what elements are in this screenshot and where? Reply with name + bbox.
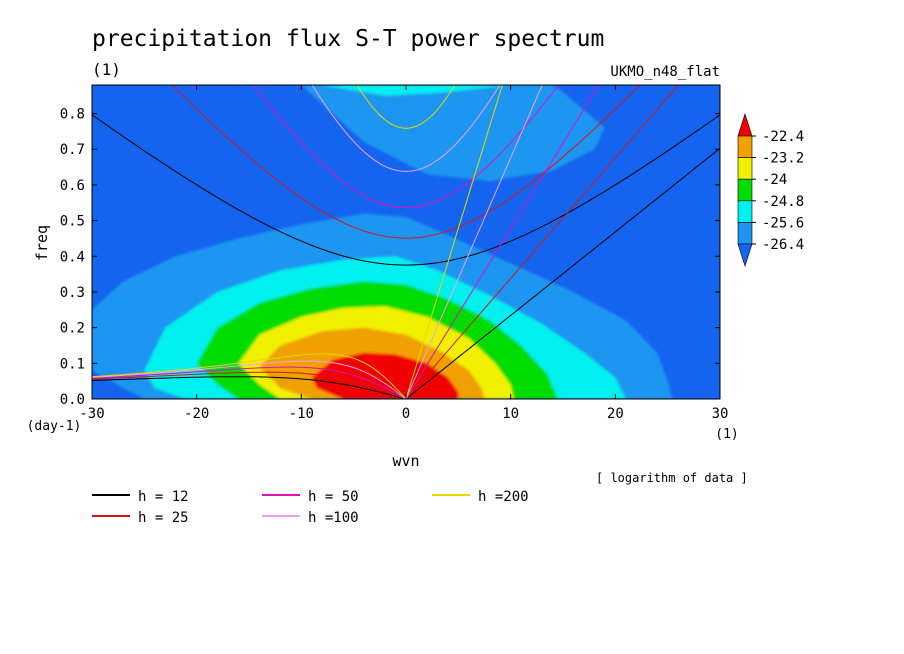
colorbar-swatch (737, 178, 753, 202)
rossby-curve-h25 (92, 371, 407, 399)
kelvin-curve-h100 (405, 85, 543, 399)
x-tick-label: -30 (79, 406, 104, 422)
colorbar-swatch (737, 222, 753, 245)
band-level-6 (311, 352, 459, 399)
x-axis-label: wvn (392, 452, 419, 470)
kelvin-curve-h12 (405, 147, 720, 399)
gravity-curve-h200 (356, 85, 456, 129)
colorbar: -22.4 -23.2 -24 -24.8 -25.6 -26.4 (737, 113, 804, 267)
y-tick-label: 0.7 (60, 142, 85, 158)
y-tick-label: 0.2 (60, 321, 85, 337)
x-tick-label: -20 (184, 406, 209, 422)
model-label: UKMO_n48_flat (610, 64, 720, 80)
colorbar-swatch (737, 200, 753, 223)
x-tick-label: 0 (402, 406, 410, 422)
rossby-curve-h50 (92, 366, 407, 399)
colorbar-bottom-arrow (737, 243, 753, 267)
legend-label: h =200 (478, 489, 529, 505)
plot-area (92, 85, 720, 399)
colorbar-label: -23.2 (762, 151, 804, 167)
legend-label: h = 12 (138, 489, 189, 505)
gravity-curve-h12 (92, 114, 720, 266)
colorbar-label: -25.6 (762, 215, 804, 231)
colorbar-top-arrow (737, 113, 753, 137)
colorbar-label: -24.8 (762, 194, 804, 210)
x-axis-unit: (1) (715, 427, 738, 442)
y-tick-label: 0.4 (60, 249, 85, 265)
legend-label: h =100 (308, 510, 359, 526)
contour-bands (92, 85, 673, 399)
colorbar-label: -24 (762, 172, 787, 188)
rossby-curve-h12 (92, 376, 407, 399)
gravity-curve-h25 (171, 85, 641, 239)
band-level-1-upper (301, 85, 605, 182)
gravity-curve-h100 (311, 85, 501, 172)
y-axis-label: freq (33, 225, 51, 261)
y-tick-label: 0.3 (60, 285, 85, 301)
colorbar-swatch (737, 157, 753, 180)
colorbar-label: -26.4 (762, 237, 804, 253)
data-note: [ logarithm of data ] (596, 471, 748, 485)
gravity-curve-h50 (252, 85, 560, 209)
x-tick-label: 30 (712, 406, 729, 422)
kelvin-curve-h50 (405, 85, 600, 399)
legend-label: h = 50 (308, 489, 359, 505)
y-axis: 0.0 0.1 0.2 0.3 0.4 0.5 0.6 0.7 0.8 (60, 107, 720, 408)
curve-legend: h = 12 h = 25 h = 50 h =100 h =200 (92, 489, 529, 526)
y-axis-unit: (day-1) (27, 419, 82, 434)
y-tick-label: 0.8 (60, 107, 85, 123)
dispersion-curves (92, 85, 720, 399)
y-tick-label: 0.0 (60, 392, 85, 408)
kelvin-curve-h25 (405, 85, 680, 399)
band-level-2-upper (322, 85, 511, 96)
y-tick-label: 0.5 (60, 214, 85, 230)
y-tick-label: 0.6 (60, 178, 85, 194)
rossby-curve-h200 (92, 353, 407, 399)
x-tick-label: 10 (502, 406, 519, 422)
y-tick-label: 0.1 (60, 356, 85, 372)
legend-label: h = 25 (138, 510, 189, 526)
chart-subtitle: (1) (92, 60, 121, 79)
colorbar-swatch (737, 135, 753, 158)
x-tick-label: 20 (607, 406, 624, 422)
x-axis: -30 -20 -10 0 10 20 30 (79, 85, 728, 422)
colorbar-label: -22.4 (762, 129, 804, 145)
x-tick-label: -10 (289, 406, 314, 422)
chart-title: precipitation flux S-T power spectrum (92, 26, 604, 52)
rossby-curve-h100 (92, 360, 407, 399)
kelvin-curve-h200 (405, 85, 503, 399)
